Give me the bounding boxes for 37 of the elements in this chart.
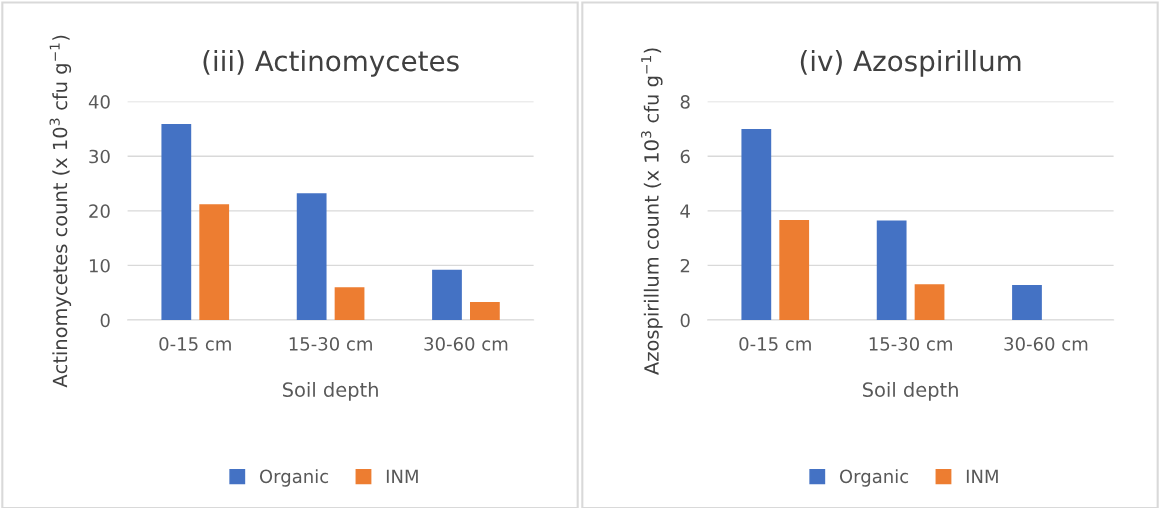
bar: [334, 287, 365, 321]
chart-title: (iv) Azospirillum: [800, 49, 1021, 77]
bar: [199, 204, 230, 321]
x-axis-title: Soil depth: [862, 381, 958, 401]
x-tick-label: 15-30 cm: [289, 337, 372, 351]
y-tick-label: 0: [100, 313, 110, 328]
bar: [779, 220, 810, 321]
x-tick-label: 0-15 cm: [739, 337, 811, 351]
bar: [432, 269, 462, 321]
y-tick-label: 6: [680, 149, 690, 164]
bar: [161, 123, 192, 321]
y-tick-label: 4: [680, 204, 690, 218]
y-tick-label: 20: [89, 204, 110, 218]
chart-title: (iii) Actinomycetes: [203, 49, 459, 77]
x-tick-label: 30-60 cm: [1004, 337, 1088, 351]
y-axis-title: Azospirillum count (x 10$^{3}$ cfu g$^{−1}$): [641, 48, 663, 375]
y-tick-label: 30: [89, 149, 110, 164]
y-tick-label: 2: [680, 258, 690, 273]
legend-label: INM: [386, 469, 418, 483]
bar: [741, 128, 772, 321]
bar: [876, 220, 907, 321]
bar: [296, 193, 327, 321]
legend-label: INM: [966, 469, 998, 483]
x-tick-label: 0-15 cm: [159, 337, 231, 351]
x-tick-label: 30-60 cm: [424, 337, 508, 351]
x-tick-label: 15-30 cm: [869, 337, 952, 351]
bar: [914, 284, 945, 321]
bar: [1012, 285, 1042, 321]
y-tick-label: 0: [680, 313, 690, 328]
y-axis-title: Actinomycetes count (x 10$^{3}$ cfu g$^{−1}$): [49, 35, 72, 388]
legend-label: Organic: [839, 469, 909, 487]
y-tick-label: 40: [88, 95, 110, 109]
x-axis-title: Soil depth: [282, 381, 378, 401]
legend-label: Organic: [259, 469, 329, 487]
y-tick-label: 8: [680, 95, 690, 109]
y-tick-label: 10: [89, 258, 110, 273]
bar: [469, 302, 500, 321]
